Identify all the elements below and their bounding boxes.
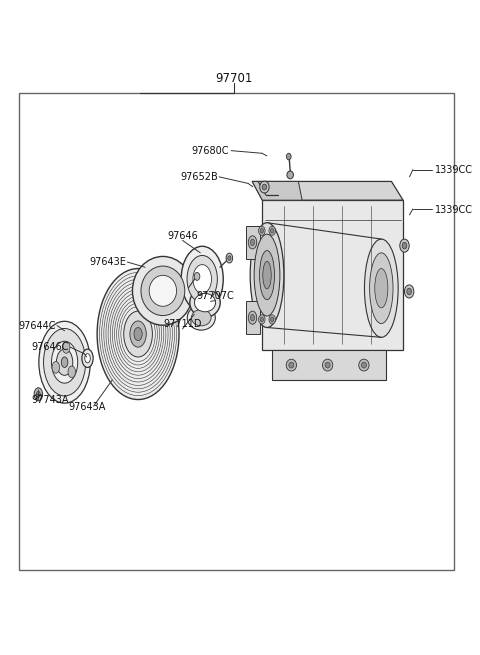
Polygon shape: [246, 226, 260, 259]
Ellipse shape: [228, 255, 231, 261]
Ellipse shape: [192, 310, 211, 326]
Ellipse shape: [289, 362, 294, 368]
Ellipse shape: [254, 234, 280, 316]
Ellipse shape: [68, 366, 75, 378]
Ellipse shape: [364, 239, 398, 337]
Ellipse shape: [56, 349, 73, 375]
Ellipse shape: [34, 388, 43, 401]
Bar: [19, 93, 454, 570]
Ellipse shape: [149, 275, 177, 307]
Ellipse shape: [260, 251, 275, 300]
Polygon shape: [252, 181, 302, 200]
Ellipse shape: [190, 288, 220, 317]
Ellipse shape: [130, 321, 146, 347]
Ellipse shape: [370, 253, 393, 324]
Ellipse shape: [61, 357, 68, 367]
Ellipse shape: [407, 288, 411, 295]
Text: 97701: 97701: [216, 72, 252, 85]
Ellipse shape: [44, 328, 85, 396]
Ellipse shape: [269, 315, 276, 324]
Text: 97652B: 97652B: [180, 172, 217, 182]
Text: 97680C: 97680C: [192, 145, 229, 156]
Text: 97707C: 97707C: [196, 291, 234, 301]
Ellipse shape: [287, 171, 293, 179]
Ellipse shape: [287, 153, 291, 160]
Text: 97743A: 97743A: [32, 394, 69, 405]
Ellipse shape: [248, 236, 257, 249]
Polygon shape: [252, 181, 403, 200]
Ellipse shape: [405, 285, 414, 298]
Ellipse shape: [62, 341, 70, 353]
Ellipse shape: [124, 311, 153, 357]
Ellipse shape: [226, 253, 233, 263]
Ellipse shape: [359, 359, 369, 371]
Ellipse shape: [181, 246, 223, 312]
Ellipse shape: [84, 354, 90, 363]
Text: 97646C: 97646C: [32, 342, 69, 352]
Polygon shape: [273, 350, 385, 379]
Ellipse shape: [52, 362, 60, 373]
Ellipse shape: [260, 181, 269, 193]
Ellipse shape: [251, 239, 254, 246]
Ellipse shape: [248, 311, 257, 324]
Ellipse shape: [251, 314, 254, 321]
Ellipse shape: [194, 293, 216, 312]
Ellipse shape: [193, 265, 212, 293]
Ellipse shape: [82, 349, 93, 367]
Ellipse shape: [36, 392, 40, 397]
Ellipse shape: [51, 341, 78, 383]
Ellipse shape: [187, 305, 216, 330]
Ellipse shape: [134, 328, 142, 341]
Ellipse shape: [141, 266, 185, 316]
Ellipse shape: [260, 229, 264, 233]
Ellipse shape: [262, 184, 267, 190]
Ellipse shape: [250, 223, 284, 328]
Ellipse shape: [400, 239, 409, 252]
Text: 97643A: 97643A: [68, 402, 105, 413]
Ellipse shape: [271, 229, 274, 233]
Ellipse shape: [187, 255, 217, 303]
Ellipse shape: [375, 269, 388, 308]
Ellipse shape: [97, 269, 179, 400]
Ellipse shape: [194, 272, 200, 280]
Ellipse shape: [323, 359, 333, 371]
Text: 97646: 97646: [167, 231, 198, 241]
Polygon shape: [263, 200, 403, 350]
Polygon shape: [246, 301, 260, 334]
Text: 97643E: 97643E: [89, 257, 126, 267]
Ellipse shape: [132, 256, 193, 325]
Ellipse shape: [269, 226, 276, 235]
Ellipse shape: [271, 317, 274, 322]
Ellipse shape: [361, 362, 366, 368]
Ellipse shape: [259, 315, 265, 324]
Text: 1339CC: 1339CC: [435, 204, 473, 215]
Ellipse shape: [325, 362, 330, 368]
Ellipse shape: [402, 242, 407, 249]
Ellipse shape: [260, 317, 264, 322]
Text: 1339CC: 1339CC: [435, 165, 473, 176]
Text: 97711D: 97711D: [163, 319, 202, 329]
Ellipse shape: [259, 226, 265, 235]
Text: 97644C: 97644C: [19, 320, 56, 331]
Ellipse shape: [263, 261, 271, 289]
Ellipse shape: [286, 359, 297, 371]
Ellipse shape: [39, 321, 90, 403]
